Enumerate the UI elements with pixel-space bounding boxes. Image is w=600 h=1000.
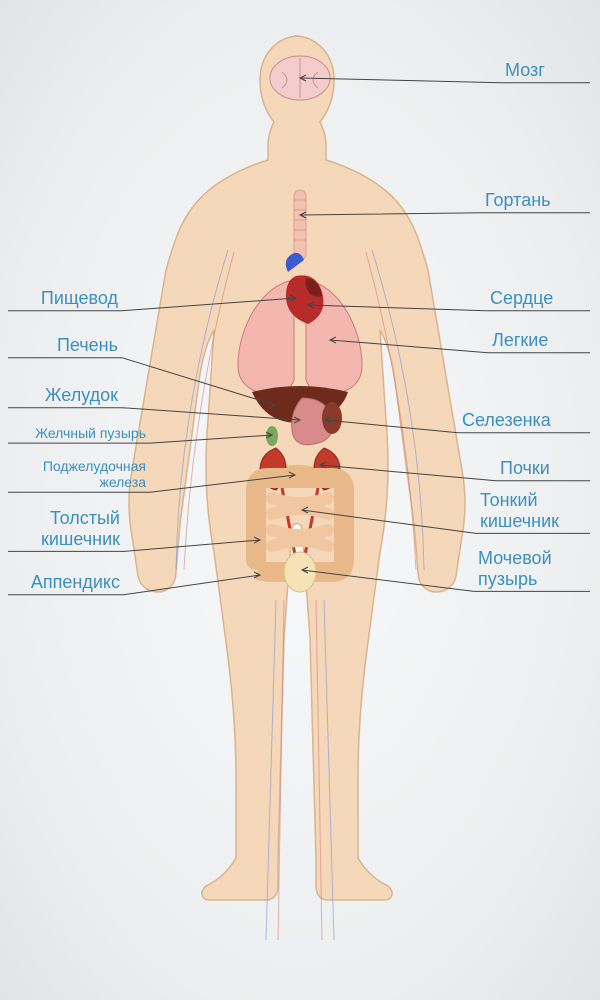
organ-larynx <box>294 190 306 260</box>
organ-appendix <box>255 571 265 581</box>
anatomy-diagram: МозгГортаньСердцеЛегкиеСелезенкаПочкиТон… <box>0 0 600 1000</box>
organ-bladder <box>284 552 316 592</box>
organ-spleen <box>322 402 342 434</box>
organ-brain <box>270 56 330 100</box>
human-body-figure <box>0 0 600 1000</box>
organ-gallbladder <box>266 426 278 446</box>
